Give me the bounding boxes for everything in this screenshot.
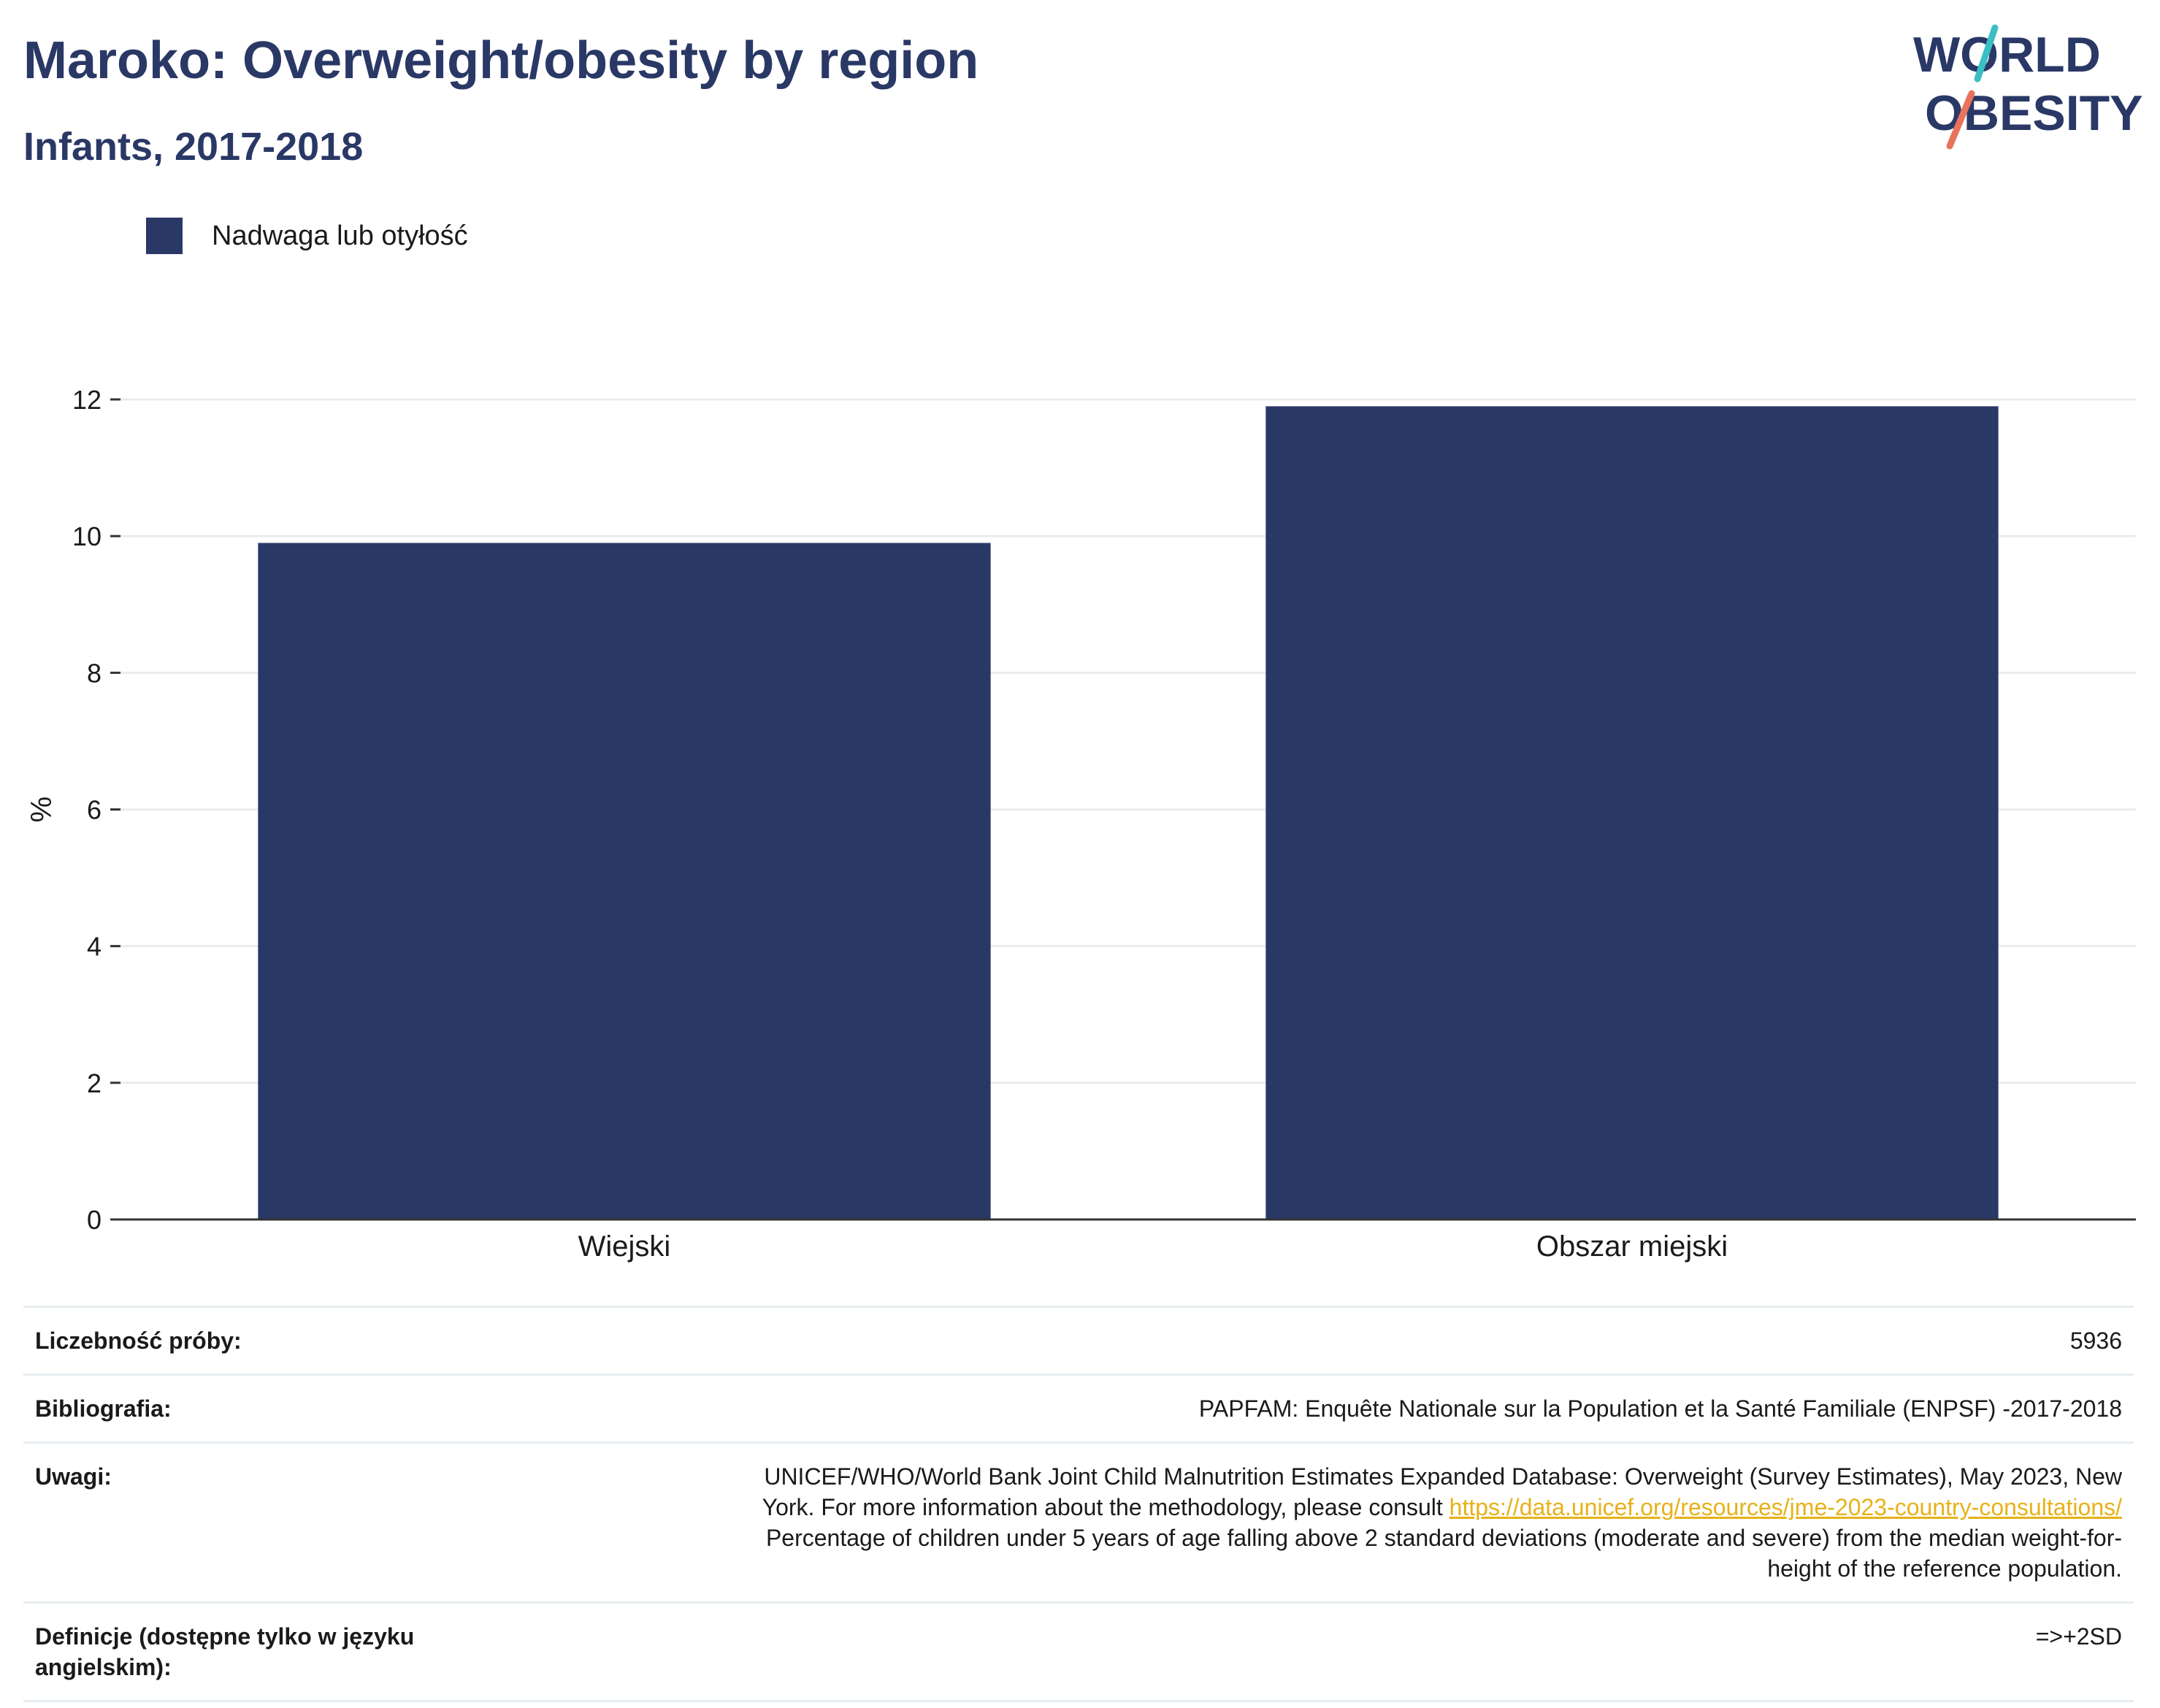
y-tick-label: 6 [87,795,102,825]
info-row-notes: Uwagi: UNICEF/WHO/World Bank Joint Child… [23,1441,2134,1603]
logo-slash-teal [1974,24,1999,83]
x-tick-label: Obszar miejski [1536,1230,1728,1263]
y-axis-label: % [26,797,58,823]
notes-line-4: height of the reference population. [1767,1555,2122,1582]
x-tick-label: Wiejski [578,1230,671,1263]
y-tick-label: 0 [87,1205,102,1235]
y-tick-label: 10 [72,521,102,551]
legend-swatch [146,218,183,254]
notes-link[interactable]: https://data.unicef.org/resources/jme-20… [1449,1494,2122,1520]
legend-label: Nadwaga lub otyłość [212,220,468,251]
y-tick-label: 4 [87,932,102,962]
logo-slash-coral [1946,90,1975,150]
bar-wiejski [258,543,991,1219]
bibliography-label: Bibliografia: [23,1374,456,1443]
legend: Nadwaga lub otyłość [146,218,468,254]
info-table: Liczebność próby: 5936 Bibliografia: PAP… [23,1306,2134,1702]
info-row-definitions: Definicje (dostępne tylko w języku angie… [23,1601,2134,1702]
y-tick-label: 8 [87,658,102,688]
definitions-value: =>+2SD [456,1601,2134,1702]
info-row-sample-size: Liczebność próby: 5936 [23,1306,2134,1375]
y-tick-label: 2 [87,1068,102,1098]
notes-label: Uwagi: [23,1441,456,1603]
chart-title: Maroko: Overweight/obesity by region [23,31,979,90]
chart-subtitle: Infants, 2017-2018 [23,125,364,169]
sample-size-label: Liczebność próby: [23,1306,456,1375]
sample-size-value: 5936 [456,1306,2134,1375]
notes-value: UNICEF/WHO/World Bank Joint Child Malnut… [456,1441,2134,1603]
notes-line-3: Percentage of children under 5 years of … [765,1525,2122,1551]
definitions-label: Definicje (dostępne tylko w języku angie… [23,1601,456,1702]
logo-word-world: WORLD [1913,27,2101,83]
world-obesity-logo: WORLD OBESITY [1913,24,2143,150]
notes-line-2: York. For more information about the met… [762,1494,1449,1520]
info-row-bibliography: Bibliografia: PAPFAM: Enquête Nationale … [23,1374,2134,1443]
y-tick-label: 12 [72,385,102,415]
bar-chart: 0 2 4 6 8 10 12% Wiejski Obszar miejski [26,385,2136,1263]
notes-line-1: UNICEF/WHO/World Bank Joint Child Malnut… [764,1463,2122,1490]
bar-obszar-miejski [1265,406,1999,1219]
bibliography-value: PAPFAM: Enquête Nationale sur la Populat… [456,1374,2134,1443]
